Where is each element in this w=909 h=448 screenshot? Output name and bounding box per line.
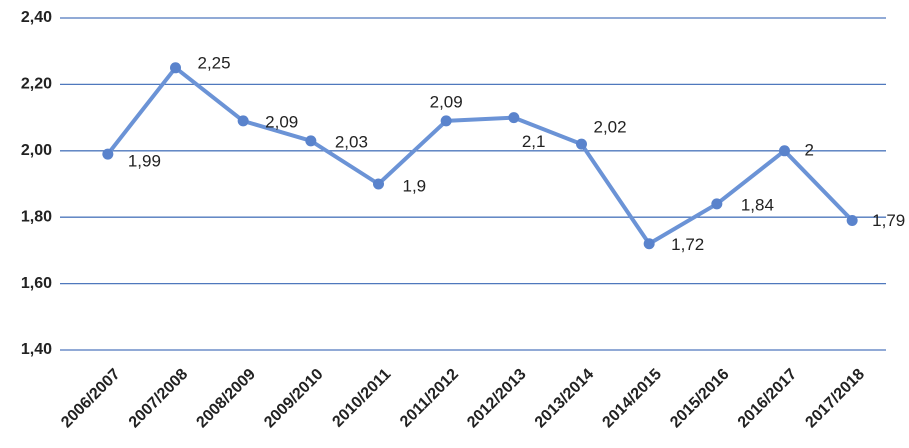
y-tick-label: 1,80 [21,208,52,225]
marker [576,138,587,150]
marker [643,238,655,250]
data-label: 1,84 [741,195,774,214]
y-tick-label: 2,40 [21,9,52,26]
marker [508,112,520,124]
x-tick-label: 2013/2014 [532,366,598,432]
y-tick-label: 2,20 [21,76,52,93]
x-tick-label: 2010/2011 [329,366,394,431]
data-label: 2,03 [335,132,368,151]
x-tick-label: 2011/2012 [397,366,462,431]
marker [846,215,858,227]
x-tick-label: 2009/2010 [261,366,327,432]
line [106,65,854,246]
marker [237,115,249,127]
data-label: 2 [805,140,814,159]
marker [305,135,317,147]
data-label: 1,79 [872,211,905,230]
data-label: 2,09 [265,112,298,131]
x-tick-label: 2015/2016 [667,366,733,432]
x-tick-label: 2014/2015 [599,366,665,432]
y-tick-label: 1,60 [21,275,52,292]
x-tick-label: 2006/2007 [58,366,124,432]
data-label: 1,72 [671,235,704,254]
marker [373,178,384,190]
x-tick-label: 2016/2017 [735,366,801,432]
y-tick-label: 1,40 [21,341,52,358]
marker [440,115,452,127]
data-label: 2,09 [430,92,463,111]
x-tick-label: 2007/2008 [126,366,192,432]
data-label: 1,99 [128,152,161,171]
data-label: 1,9 [403,176,427,195]
marker [779,145,790,157]
x-tick-label: 2017/2018 [802,366,868,432]
data-label: 2,02 [594,118,627,137]
x-tick-label: 2008/2009 [193,366,259,432]
marker [102,148,114,160]
y-tick-label: 2,00 [21,142,52,159]
marker [170,62,181,74]
data-label: 2,1 [522,132,546,151]
marker [711,198,723,210]
data-label: 2,25 [198,53,231,72]
x-tick-label: 2012/2013 [464,366,530,432]
